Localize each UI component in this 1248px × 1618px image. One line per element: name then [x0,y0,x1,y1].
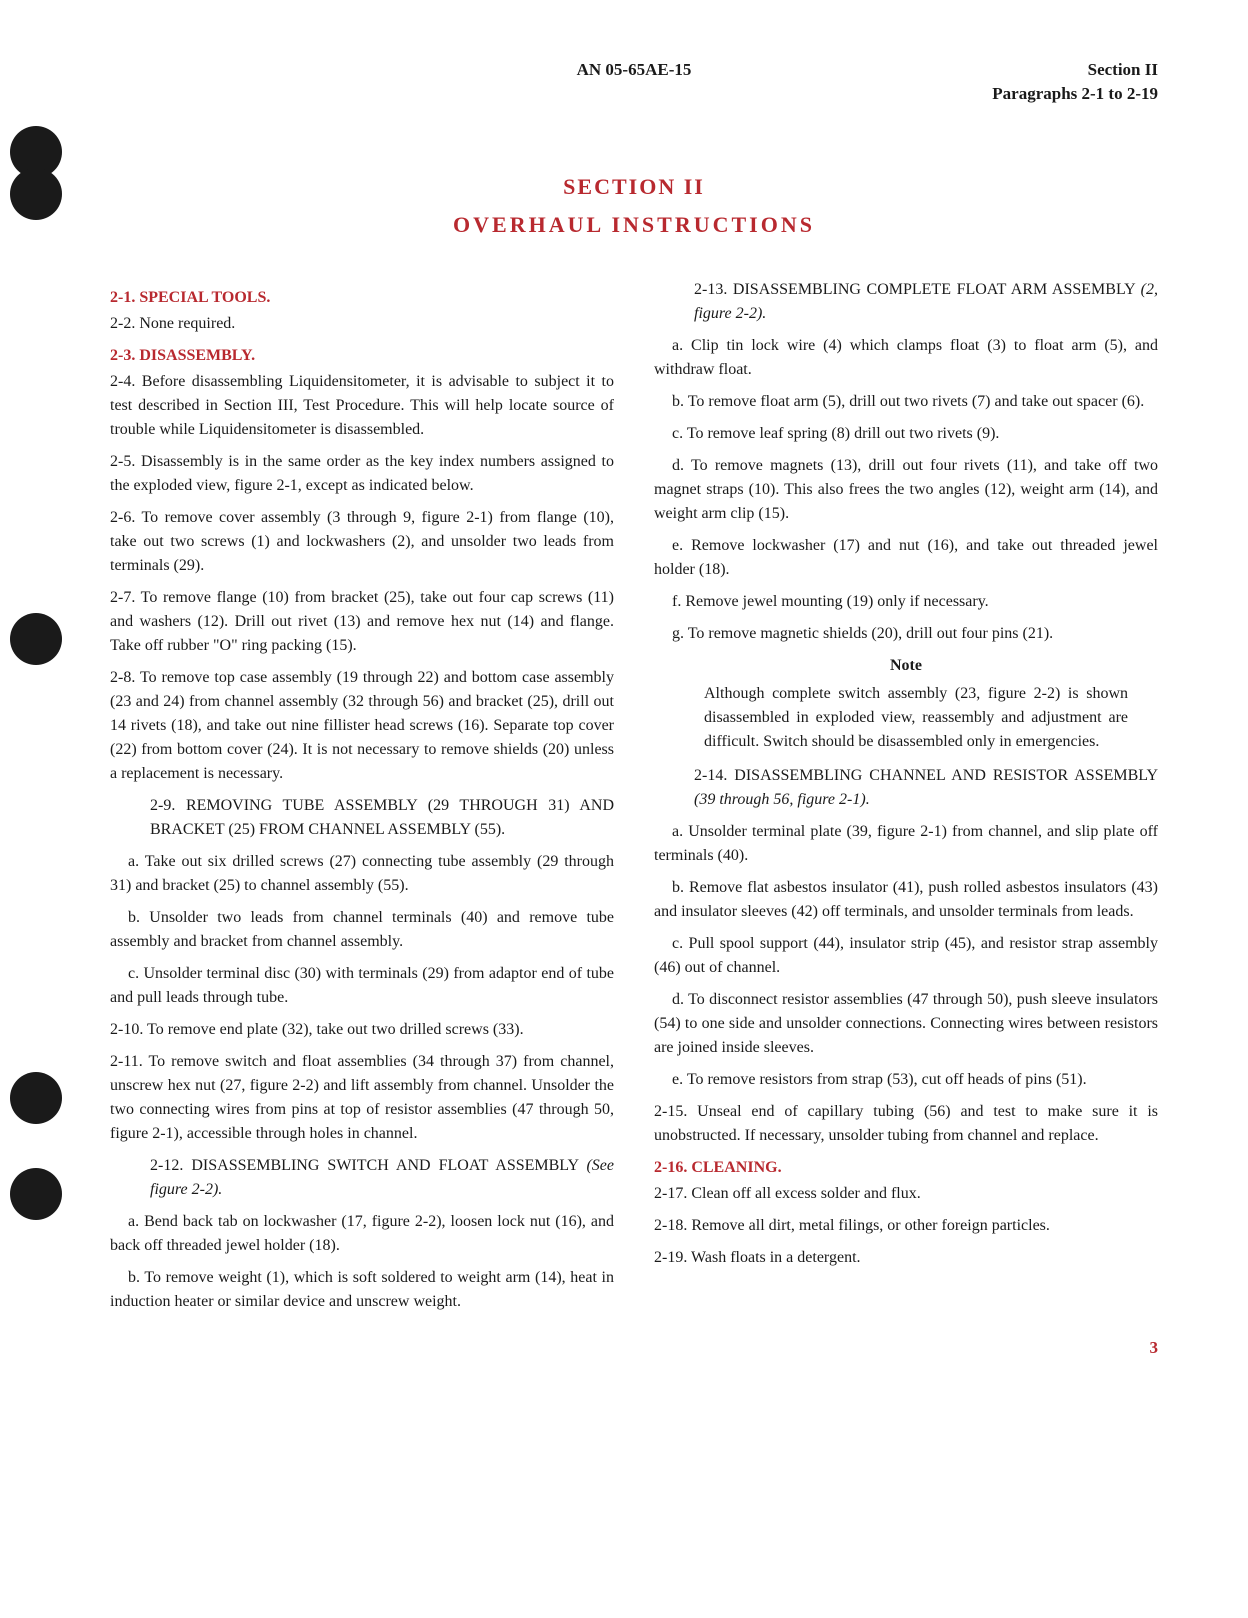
paragraph-indented: e. Remove lockwasher (17) and nut (16), … [654,534,1158,582]
paragraph-indented: c. Pull spool support (44), insulator st… [654,932,1158,980]
section-subtitle: OVERHAUL INSTRUCTIONS [110,212,1158,238]
punch-hole [10,613,62,665]
paragraph-indented: e. To remove resistors from strap (53), … [654,1068,1158,1092]
sub-heading: 2-12. DISASSEMBLING SWITCH AND FLOAT ASS… [150,1154,614,1202]
punch-hole [10,1072,62,1124]
paragraph-indented: a. Take out six drilled screws (27) conn… [110,850,614,898]
paragraph-heading: 2-1. SPECIAL TOOLS. [110,286,614,310]
note-body: Although complete switch assembly (23, f… [704,682,1128,754]
page-header-line2: Paragraphs 2-1 to 2-19 [110,84,1158,104]
punch-hole [10,168,62,220]
paragraph: 2-19. Wash floats in a detergent. [654,1246,1158,1270]
paragraph: 2-5. Disassembly is in the same order as… [110,450,614,498]
paragraph: 2-8. To remove top case assembly (19 thr… [110,666,614,786]
sub-heading: 2-14. DISASSEMBLING CHANNEL AND RESISTOR… [694,764,1158,812]
paragraph-indented: c. To remove leaf spring (8) drill out t… [654,422,1158,446]
paragraph-heading: 2-16. CLEANING. [654,1156,1158,1180]
paragraph-indented: b. Unsolder two leads from channel termi… [110,906,614,954]
paragraph-indented: b. To remove float arm (5), drill out tw… [654,390,1158,414]
page-header: AN 05-65AE-15 Section II [110,60,1158,80]
paragraph-indented: b. To remove weight (1), which is soft s… [110,1266,614,1314]
paragraph: 2-15. Unseal end of capillary tubing (56… [654,1100,1158,1148]
paragraph: 2-2. None required. [110,312,614,336]
sub-heading: 2-13. DISASSEMBLING COMPLETE FLOAT ARM A… [694,278,1158,326]
paragraph: 2-17. Clean off all excess solder and fl… [654,1182,1158,1206]
paragraph-indented: d. To remove magnets (13), drill out fou… [654,454,1158,526]
body-content: 2-1. SPECIAL TOOLS.2-2. None required. 2-… [110,278,1158,1314]
doc-id: AN 05-65AE-15 [577,60,692,80]
page-number: 3 [110,1338,1158,1358]
paragraph: 2-4. Before disassembling Liquidensitome… [110,370,614,442]
paragraph-indented: c. Unsolder terminal disc (30) with term… [110,962,614,1010]
paragraph-indented: a. Unsolder terminal plate (39, figure 2… [654,820,1158,868]
paragraph: 2-11. To remove switch and float assembl… [110,1050,614,1146]
paragraph-indented: f. Remove jewel mounting (19) only if ne… [654,590,1158,614]
paragraph-heading: 2-3. DISASSEMBLY. [110,344,614,368]
paragraph: 2-10. To remove end plate (32), take out… [110,1018,614,1042]
section-label: Section II [1088,60,1158,79]
paragraph-indented: d. To disconnect resistor assemblies (47… [654,988,1158,1060]
paragraph: 2-18. Remove all dirt, metal filings, or… [654,1214,1158,1238]
section-title: SECTION II [110,174,1158,200]
paragraph-indented: b. Remove flat asbestos insulator (41), … [654,876,1158,924]
punch-hole [10,1168,62,1220]
paragraph-indented: g. To remove magnetic shields (20), dril… [654,622,1158,646]
note-title: Note [654,654,1158,678]
paragraph-indented: a. Bend back tab on lockwasher (17, figu… [110,1210,614,1258]
sub-heading: 2-9. REMOVING TUBE ASSEMBLY (29 THROUGH … [150,794,614,842]
paragraph-indented: a. Clip tin lock wire (4) which clamps f… [654,334,1158,382]
paragraphs-range: Paragraphs 2-1 to 2-19 [992,84,1158,103]
paragraph: 2-6. To remove cover assembly (3 through… [110,506,614,578]
paragraph: 2-7. To remove flange (10) from bracket … [110,586,614,658]
